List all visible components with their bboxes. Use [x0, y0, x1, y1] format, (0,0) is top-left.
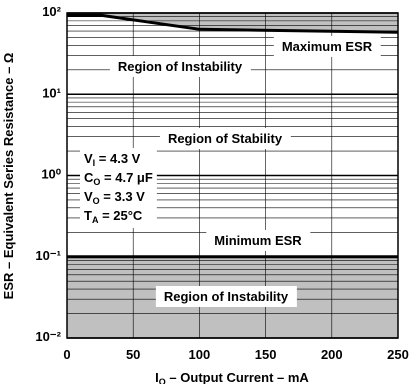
- x-tick-label: 100: [189, 347, 211, 362]
- condition-part: A: [92, 215, 99, 225]
- annotation: Maximum ESR: [273, 36, 381, 57]
- y-axis-label: ESR – Equivalent Series Resistance – Ω: [1, 53, 16, 300]
- annotation: Region of Instability: [155, 286, 297, 307]
- annotation-text: Region of Stability: [168, 131, 283, 146]
- annotation: Region of Instability: [109, 56, 251, 77]
- x-axis-label-part: – Output Current – mA: [166, 370, 310, 384]
- condition-part: = 25°C: [98, 208, 142, 223]
- condition-part: = 4.3 V: [95, 151, 140, 166]
- condition-part: O: [93, 177, 100, 187]
- annotation-background: [109, 56, 251, 77]
- x-axis-label: IO – Output Current – mA: [155, 370, 309, 384]
- plot-border: [66, 12, 399, 339]
- condition-part: V: [84, 151, 93, 166]
- annotation-text: Maximum ESR: [282, 39, 373, 54]
- annotation: Region of Stability: [159, 128, 291, 149]
- annotation-background: [159, 128, 291, 149]
- y-tick-label: 10¹: [42, 85, 61, 100]
- condition-part: T: [84, 208, 92, 223]
- x-tick-label: 250: [387, 347, 409, 362]
- annotation-text: Region of Instability: [118, 59, 243, 74]
- condition-part: = 4.7 μF: [100, 170, 152, 185]
- condition-part: O: [93, 196, 100, 206]
- condition-part: = 3.3 V: [100, 189, 145, 204]
- x-tick-label: 150: [255, 347, 277, 362]
- condition: VO = 3.3 V: [84, 189, 145, 206]
- x-axis-label-part: O: [159, 377, 166, 384]
- y-tick-label: 10⁰: [41, 167, 61, 182]
- annotation-text: Minimum ESR: [214, 233, 302, 248]
- annotation-background: [155, 286, 297, 307]
- y-tick-label: 10²: [42, 4, 61, 19]
- x-tick-label: 200: [321, 347, 343, 362]
- x-tick-label: 0: [63, 347, 70, 362]
- annotation: Minimum ESR: [206, 230, 311, 251]
- x-tick-label: 50: [126, 347, 140, 362]
- annotation-text: Region of Instability: [164, 289, 289, 304]
- condition-part: C: [84, 170, 94, 185]
- y-tick-label: 10⁻¹: [35, 248, 61, 263]
- condition: VI = 4.3 V: [84, 151, 141, 168]
- annotation-background: [273, 36, 381, 57]
- condition-part: I: [93, 158, 96, 168]
- labels: IO – Output Current – mA ESR – Equivalen…: [1, 53, 309, 384]
- condition-part: V: [84, 189, 93, 204]
- x-axis-label-part: I: [155, 370, 159, 384]
- conditions-background: [80, 148, 157, 228]
- condition: TA = 25°C: [84, 208, 143, 225]
- shaded-region: [67, 13, 398, 33]
- esr-line: [67, 13, 399, 34]
- y-tick-label: 10⁻²: [35, 329, 61, 344]
- condition: CO = 4.7 μF: [84, 170, 153, 187]
- annotation-background: [206, 230, 311, 251]
